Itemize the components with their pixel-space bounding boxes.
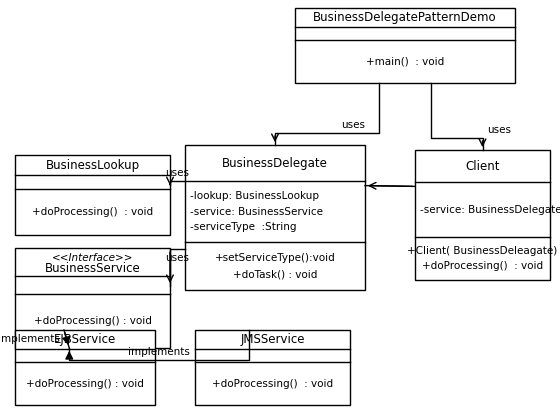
Text: BusinessDelegate: BusinessDelegate [222, 157, 328, 170]
Text: BusinessDelegatePatternDemo: BusinessDelegatePatternDemo [313, 11, 497, 24]
Bar [295, 8, 515, 83]
Text: +doProcessing()  : void: +doProcessing() : void [32, 207, 153, 217]
Text: BusinessService: BusinessService [45, 262, 141, 275]
Text: -service: BusinessDelegate: -service: BusinessDelegate [420, 205, 560, 215]
Text: -service: BusinessService: -service: BusinessService [190, 207, 323, 217]
Text: BusinessLookup: BusinessLookup [45, 159, 139, 171]
Bar [195, 330, 350, 405]
Bar [15, 155, 170, 235]
Text: +Client( BusinessDeleagate): +Client( BusinessDeleagate) [407, 247, 558, 256]
Text: uses: uses [488, 125, 511, 135]
Text: +doProcessing() : void: +doProcessing() : void [26, 379, 144, 389]
Text: EJBService: EJBService [54, 333, 116, 346]
Text: <<Interface>>: <<Interface>> [52, 253, 133, 263]
Text: +doProcessing()  : void: +doProcessing() : void [212, 379, 333, 389]
Text: uses: uses [342, 120, 366, 130]
Text: Client: Client [465, 160, 500, 173]
Text: uses: uses [166, 254, 189, 263]
Text: +doTask() : void: +doTask() : void [233, 269, 317, 279]
Bar [15, 330, 155, 405]
Bar [415, 150, 550, 280]
Text: +doProcessing()  : void: +doProcessing() : void [422, 261, 543, 271]
Text: -lookup: BusinessLookup: -lookup: BusinessLookup [190, 192, 319, 201]
Text: implements: implements [128, 347, 190, 357]
Bar [15, 248, 170, 348]
Text: uses: uses [166, 168, 189, 178]
Text: JMSService: JMSService [240, 333, 305, 346]
Text: +doProcessing() : void: +doProcessing() : void [34, 316, 151, 326]
Text: implements: implements [0, 334, 60, 344]
Bar [185, 145, 365, 290]
Text: -serviceType  :String: -serviceType :String [190, 222, 296, 232]
Text: +main()  : void: +main() : void [366, 57, 444, 67]
Text: +setServiceType():void: +setServiceType():void [214, 253, 335, 263]
